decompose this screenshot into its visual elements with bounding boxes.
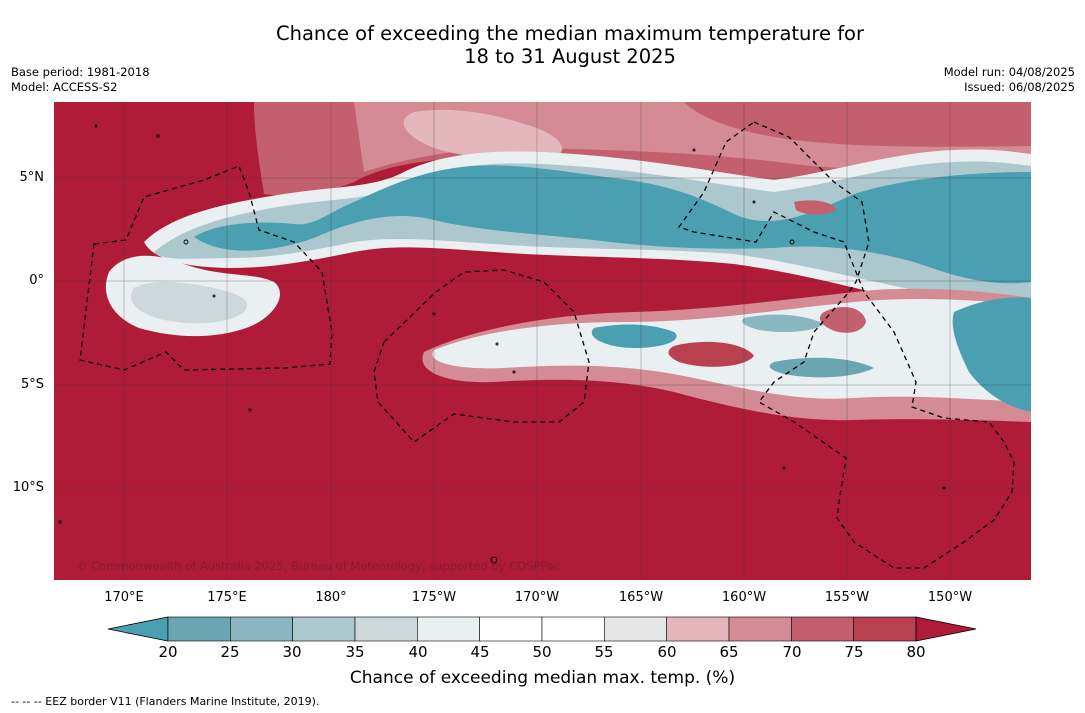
eez-line-islands <box>677 121 1015 569</box>
north-mid-band <box>354 102 1031 172</box>
map-title: Chance of exceeding the median maximum t… <box>0 22 1085 68</box>
model-text: Model: ACCESS-S2 <box>11 80 118 94</box>
colorbar-tick: 70 <box>782 643 802 661</box>
west-cool-core <box>130 281 248 324</box>
lon-tick-170e: 170°E <box>104 590 144 605</box>
south-cool-core-3 <box>769 357 874 378</box>
colorbar-segment <box>853 616 917 642</box>
lon-tick-165w: 165°W <box>618 590 664 605</box>
lon-tick-170w: 170°W <box>514 590 560 605</box>
meta-right: Model run: 04/08/2025 Issued: 06/08/2025 <box>944 65 1075 95</box>
colorbar-tick: 30 <box>282 643 302 661</box>
probability-map <box>54 102 1031 580</box>
colorbar-segment <box>791 616 854 642</box>
colorbar-tick: 40 <box>408 643 428 661</box>
warm-blob-1 <box>668 341 754 367</box>
colorbar-label: Chance of exceeding median max. temp. (%… <box>349 668 736 688</box>
meta-left: Base period: 1981-2018 Model: ACCESS-S2 <box>11 65 150 95</box>
lon-tick-175e: 175°E <box>207 590 247 605</box>
lat-tick-5n: 5°N <box>19 170 45 185</box>
lat-tick-5s: 5°S <box>20 377 44 392</box>
colorbar-segment <box>292 616 356 642</box>
colorbar-tick: 20 <box>158 643 178 661</box>
colorbar-segment <box>167 616 231 642</box>
lat-tick-10s: 10°S <box>12 480 44 495</box>
cool-band-core <box>194 165 1031 284</box>
warm-blob-3 <box>794 200 836 215</box>
eez-legend-note: -- -- -- EEZ border V11 (Flanders Marine… <box>11 695 320 708</box>
southeast-cool-patch <box>952 297 1031 412</box>
colorbar-tick: 75 <box>844 643 864 661</box>
colorbar-segment <box>479 616 543 642</box>
eez-borders <box>79 121 1015 569</box>
colorbar-extend-low <box>107 616 169 642</box>
colorbar-tick: 55 <box>594 643 614 661</box>
model-run-text: Model run: 04/08/2025 <box>943 65 1075 79</box>
lon-tick-175w: 175°W <box>411 590 457 605</box>
eez-kiribati-gilbert <box>79 165 333 371</box>
eez-phoenix <box>373 269 590 443</box>
colorbar-segment <box>354 616 418 642</box>
south-cool-core-1 <box>591 324 677 348</box>
lon-tick-150w: 150°W <box>927 590 973 605</box>
lon-tick-155w: 155°W <box>824 590 870 605</box>
title-line-2: 18 to 31 August 2025 <box>464 45 676 68</box>
colorbar-segment <box>666 616 730 642</box>
colorbar-tick: 25 <box>220 643 240 661</box>
colorbar-segment <box>541 616 605 642</box>
colorbar-segment <box>230 616 293 642</box>
south-cool-core-2 <box>742 314 824 332</box>
warm-blob-2 <box>819 307 866 333</box>
colorbar-segment <box>728 616 792 642</box>
colorbar <box>107 616 978 642</box>
lat-tick-equator: 0° <box>29 273 44 288</box>
lon-tick-180: 180° <box>315 590 347 605</box>
colorbar-tick: 50 <box>532 643 552 661</box>
colorbar-tick: 80 <box>906 643 926 661</box>
colorbar-tick: 45 <box>470 643 490 661</box>
graticule <box>54 102 1031 580</box>
colorbar-tick: 35 <box>345 643 365 661</box>
title-line-1: Chance of exceeding the median maximum t… <box>275 22 865 45</box>
colorbar-segment <box>604 616 667 642</box>
colorbar-tick: 65 <box>719 643 739 661</box>
colorbar-tick: 60 <box>657 643 677 661</box>
lon-tick-160w: 160°W <box>721 590 767 605</box>
north-light-patch <box>403 109 563 160</box>
copyright-notice: © Commonwealth of Australia 2025, Bureau… <box>76 559 561 573</box>
issued-text: Issued: 06/08/2025 <box>964 80 1075 94</box>
colorbar-extend-high <box>915 616 977 642</box>
colorbar-segment <box>417 616 480 642</box>
base-period-text: Base period: 1981-2018 <box>11 65 150 79</box>
islands <box>58 124 946 564</box>
